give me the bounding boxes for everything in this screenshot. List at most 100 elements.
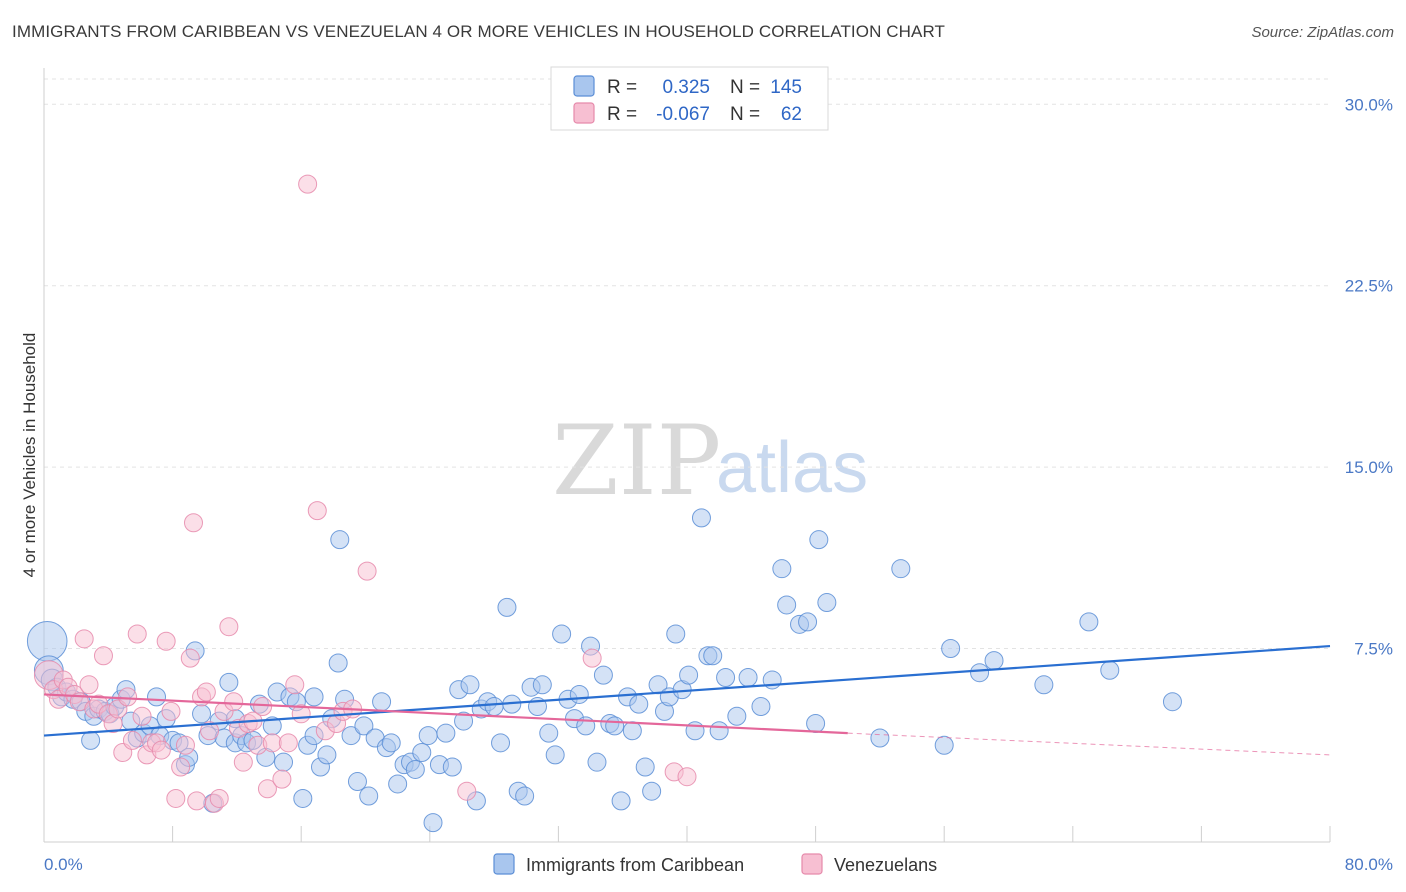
caribbean-point-99	[611, 791, 631, 811]
legend-n-value-1: 145	[770, 77, 802, 98]
venezuelans-point-31	[187, 791, 207, 811]
venezuelans-point-16	[118, 687, 138, 707]
caribbean-point-59	[372, 692, 392, 712]
caribbean-point-66	[412, 743, 432, 763]
caribbean-point-122	[777, 595, 797, 615]
caribbean-point-118	[738, 668, 758, 688]
venezuelans-point-39	[224, 692, 244, 712]
legend-n-label-2: N =	[730, 104, 760, 125]
caribbean-point-110	[679, 665, 699, 685]
caribbean-point-43	[274, 752, 294, 772]
caribbean-point-54	[341, 726, 361, 746]
legend-box	[550, 66, 829, 131]
y-axis-tick-labels: 7.5% 15.0% 22.5% 30.0%	[1345, 95, 1393, 658]
caribbean-point-29	[192, 704, 212, 724]
caribbean-point-131	[941, 639, 961, 658]
caribbean-point-126	[809, 530, 829, 550]
caribbean-point-125	[806, 713, 826, 733]
x-axis-ticks	[43, 826, 1331, 842]
caribbean-point-62	[388, 774, 408, 794]
chart-title: IMMIGRANTS FROM CARIBBEAN VS VENEZUELAN …	[12, 22, 946, 41]
trend-line-venezuelans-extension	[847, 732, 1331, 756]
venezuelans-point-36	[209, 788, 229, 808]
caribbean-point-87	[539, 723, 559, 743]
caribbean-point-104	[642, 781, 662, 801]
venezuelans-point-25	[161, 701, 181, 721]
watermark-zip: ZIP	[552, 405, 721, 517]
bottom-legend-swatch-caribbean	[493, 853, 515, 875]
x-tick-label-max: 80.0%	[1345, 855, 1393, 874]
venezuelans-point-27	[171, 757, 191, 777]
caribbean-point-130	[934, 735, 954, 755]
legend-n-label-1: N =	[730, 77, 760, 98]
venezuelans-point-33	[196, 682, 216, 702]
caribbean-point-57	[359, 786, 379, 806]
watermark-atlas: atlas	[716, 428, 868, 508]
caribbean-point-92	[569, 684, 589, 704]
caribbean-point-112	[691, 508, 711, 528]
trend-lines	[43, 644, 1331, 756]
venezuelans-point-38	[219, 617, 239, 637]
venezuelans-point-59	[457, 781, 477, 801]
venezuelans-point-47	[262, 733, 282, 753]
venezuelans-point-53	[307, 501, 327, 521]
caribbean-point-136	[1100, 660, 1120, 680]
legend-r-value-2: -0.067	[656, 104, 710, 125]
venezuelans-point-17	[122, 730, 142, 750]
y-tick-label-2: 22.5%	[1345, 277, 1393, 296]
caribbean-point-79	[491, 733, 511, 753]
caribbean-point-71	[442, 757, 462, 777]
caribbean-point-21	[147, 687, 167, 707]
venezuelans-point-49	[278, 733, 298, 753]
caribbean-point-74	[460, 675, 480, 695]
venezuelans-point-8	[79, 675, 99, 695]
caribbean-point-46	[293, 788, 313, 808]
y-tick-label-3: 30.0%	[1345, 95, 1393, 114]
venezuelans-point-50	[285, 675, 305, 695]
venezuelans-point-52	[298, 174, 318, 194]
venezuelans-point-46	[257, 779, 277, 799]
venezuelans-point-58	[357, 561, 377, 581]
caribbean-point-78	[484, 697, 504, 717]
caribbean-point-114	[703, 646, 723, 666]
venezuelans-point-34	[200, 721, 220, 741]
y-axis-label: 4 or more Vehicles in Household	[20, 333, 39, 578]
caribbean-point-67	[418, 726, 438, 746]
caribbean-point-68	[423, 813, 443, 833]
caribbean-point-61	[381, 733, 401, 753]
bottom-legend-label-venezuelans: Venezuelans	[834, 855, 937, 875]
venezuelans-point-60	[582, 648, 602, 668]
caribbean-point-86	[532, 675, 552, 695]
legend-swatch-caribbean	[573, 75, 595, 97]
legend: R = 0.325 N = 145 R = -0.067 N = 62	[550, 66, 829, 131]
venezuelans-point-48	[272, 769, 292, 789]
caribbean-point-140	[304, 687, 324, 707]
bottom-legend: Immigrants from Caribbean Venezuelans	[493, 853, 937, 875]
y-tick-label-1: 15.0%	[1345, 458, 1393, 477]
caribbean-point-70	[436, 723, 456, 743]
x-tick-label-min: 0.0%	[44, 855, 83, 874]
caribbean-point-80	[497, 597, 517, 617]
caribbean-point-108	[666, 624, 686, 644]
caribbean-point-129	[891, 559, 911, 579]
caribbean-point-138	[330, 530, 350, 550]
caribbean-point-135	[1079, 612, 1099, 632]
caribbean-point-88	[545, 745, 565, 765]
caribbean-point-101	[622, 721, 642, 741]
trend-line-venezuelans	[43, 693, 848, 735]
caribbean-point-55	[347, 772, 367, 792]
venezuelans-point-30	[183, 513, 203, 533]
venezuelans-point-18	[127, 624, 147, 644]
caribbean-point-137	[1162, 692, 1182, 712]
grid-lines	[44, 78, 1330, 649]
caribbean-point-65	[405, 759, 425, 779]
venezuelans-point-41	[233, 752, 253, 772]
legend-r-label-1: R =	[607, 77, 637, 98]
caribbean-point-56	[354, 716, 374, 736]
caribbean-point-73	[454, 711, 474, 731]
venezuelans-point-19	[132, 706, 152, 726]
caribbean-point-83	[515, 786, 535, 806]
caribbean-point-52	[328, 653, 348, 673]
caribbean-point-95	[587, 752, 607, 772]
venezuelans-point-23	[151, 740, 171, 760]
